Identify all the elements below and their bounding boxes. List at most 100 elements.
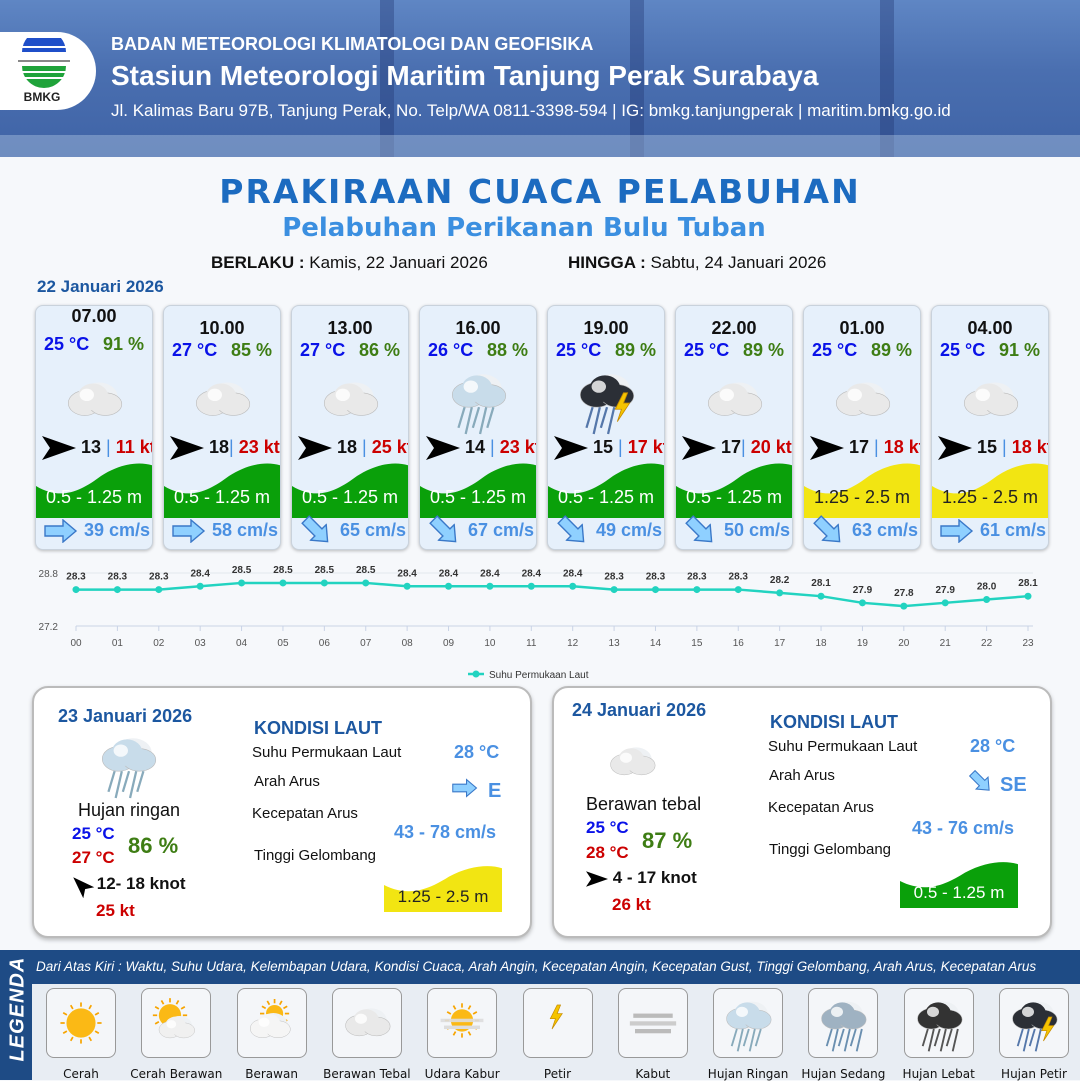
current-speed: 50 cm/s [724,519,791,540]
x-tick-label: 20 [898,638,910,649]
legend-item: Hujan Lebat [892,988,986,1081]
current-direction-label: Arah Arus [254,773,320,790]
forecast-time: 01.00 [839,318,885,338]
data-label: 27.9 [853,585,873,596]
forecast-time: 22.00 [711,318,757,338]
data-point [527,582,535,590]
x-tick-label: 07 [360,638,372,649]
daily-forecast-panel: 24 Januari 2026 Berawan tebal 25 °C 28 °… [552,686,1052,938]
separator: | [485,436,500,457]
data-point [693,586,701,594]
wind-direction-icon [554,436,588,460]
x-tick-label: 19 [857,638,869,649]
data-label: 28.5 [315,565,335,576]
x-tick-label: 00 [70,638,82,649]
hujan-ringan-weather-icon [92,728,164,805]
data-label: 28.0 [977,582,997,593]
legend-item: Hujan Petir [987,988,1080,1081]
wind-info: 15 | 18 kt [938,436,1049,460]
wave-height: 1.25 - 2.5 m [813,487,911,507]
data-label: 28.1 [811,578,831,589]
data-point [651,586,659,594]
separator: | [869,436,884,457]
current-direction-icon [968,769,994,797]
data-point [776,589,784,597]
humidity: 86 % [358,340,400,360]
humidity: 91 % [102,334,144,354]
current-speed-range: 43 - 78 cm/s [394,822,497,842]
data-point [486,582,494,590]
berawan-icon [236,988,307,1058]
berawan-tebal-weather-icon [826,364,898,441]
sst-value: 28 °C [970,736,1016,756]
x-tick-label: 06 [319,638,331,649]
wave-height: 0.5 - 1.25 m [557,487,655,507]
forecast-time: 19.00 [583,318,629,338]
wave-graphic [384,864,502,917]
header-banner: BMKG BADAN METEOROLOGI KLIMATOLOGI DAN G… [0,0,1080,157]
data-point [279,579,287,587]
data-point [238,579,246,587]
wave-graphic [548,461,664,523]
x-tick-label: 16 [733,638,745,649]
wave-graphic [36,461,152,523]
legend-marker [472,670,480,678]
gust-speed: 23 kt [499,436,537,457]
x-tick-label: 09 [443,638,455,649]
forecast-card: 10.00 27 °C 85 % 18| 23 kt 0.5 - 1.25 m … [163,305,281,550]
data-label: 27.8 [894,588,914,599]
separator: | [741,436,751,457]
current-direction: E [488,780,502,802]
x-tick-label: 14 [650,638,662,649]
legend-item: Kabut [606,988,700,1081]
forecast-card: 04.00 25 °C 91 % 15 | 18 kt 1.25 - 2.5 m… [931,305,1049,550]
port-name: Pelabuhan Perikanan Bulu Tuban [282,213,766,243]
x-tick-label: 17 [774,638,786,649]
data-point [1024,592,1032,600]
cerah-icon [46,988,116,1058]
agency-name: BADAN METEOROLOGI KLIMATOLOGI DAN GEOFIS… [111,34,594,54]
weather-condition: Hujan ringan [78,800,181,820]
sst-value: 28 °C [454,742,500,762]
wind-speed: 15 [977,436,998,457]
legend-item-label: Berawan Tebal [323,1067,411,1081]
bmkg-logo: BMKG [0,32,96,110]
forecast-time: 13.00 [327,318,373,338]
hujan-ringan-icon [713,988,784,1058]
wave-graphic [676,461,792,523]
berawan-tebal-weather-icon [602,732,662,797]
wind-direction-icon [426,436,460,460]
forecast-card: 22.00 25 °C 89 % 17| 20 kt 0.5 - 1.25 m … [675,305,793,550]
current-direction-icon [452,778,478,803]
wave-graphic [804,461,920,523]
current-info: 58 cm/s [172,518,279,544]
wave-height-range: 1.25 - 2.5 m [397,887,489,906]
wind-info: 12- 18 knot [70,874,186,898]
sea-condition-title: KONDISI LAUT [254,718,382,738]
berawan-tebal-weather-icon [314,364,386,441]
legend-item-label: Udara Kabur [424,1067,500,1081]
data-point [734,586,742,594]
x-tick-label: 12 [567,638,579,649]
daily-forecast-panel: 23 Januari 2026 Hujan ringan 25 °C 27 °C… [32,686,532,938]
wave-height: 0.5 - 1.25 m [685,487,783,507]
data-point [941,599,949,607]
current-info: 39 cm/s [44,518,150,544]
gust-speed: 18 kt [1011,436,1049,457]
current-speed: 58 cm/s [212,519,279,540]
data-point [196,582,204,590]
air-temperature: 25 °C [44,334,90,354]
data-label: 28.4 [397,568,417,579]
air-temperature: 27 °C [300,340,346,360]
data-label: 28.5 [356,565,376,576]
data-label: 28.3 [66,572,86,583]
x-tick-label: 11 [526,638,537,649]
wave-graphic [164,461,280,523]
wind-info: 15 | 17 kt [554,436,664,460]
day1-date: 22 Januari 2026 [37,277,164,296]
legend-item: Cerah Berawan [129,988,223,1081]
weather-condition: Berawan tebal [586,794,702,814]
current-speed-label: Kecepatan Arus [252,805,358,822]
data-point [362,579,370,587]
current-direction-icon [44,518,84,544]
